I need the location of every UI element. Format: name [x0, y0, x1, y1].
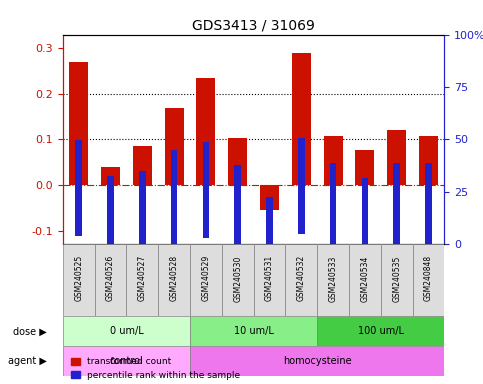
Text: GSM240532: GSM240532 [297, 255, 306, 301]
Title: GDS3413 / 31069: GDS3413 / 31069 [192, 18, 315, 32]
Bar [330, 163, 336, 259]
Text: GSM240534: GSM240534 [360, 255, 369, 301]
FancyBboxPatch shape [63, 346, 190, 376]
Bar [355, 149, 374, 185]
Text: GSM240535: GSM240535 [392, 255, 401, 301]
Bar [387, 130, 406, 185]
Bar [228, 138, 247, 185]
Bar [75, 140, 82, 236]
FancyBboxPatch shape [349, 244, 381, 316]
Bar [393, 163, 400, 259]
FancyBboxPatch shape [190, 346, 444, 376]
FancyBboxPatch shape [190, 244, 222, 316]
Bar [425, 163, 432, 259]
Bar [362, 178, 368, 273]
Text: GSM240529: GSM240529 [201, 255, 211, 301]
Bar [324, 136, 342, 185]
Text: agent ▶: agent ▶ [8, 356, 47, 366]
FancyBboxPatch shape [254, 244, 285, 316]
Text: GSM240533: GSM240533 [328, 255, 338, 301]
Text: GSM240531: GSM240531 [265, 255, 274, 301]
Text: GSM240525: GSM240525 [74, 255, 83, 301]
Bar [171, 151, 177, 246]
Text: GSM240527: GSM240527 [138, 255, 147, 301]
Bar [133, 146, 152, 185]
Text: 100 um/L: 100 um/L [358, 326, 404, 336]
Text: GSM240526: GSM240526 [106, 255, 115, 301]
FancyBboxPatch shape [381, 244, 412, 316]
Text: GSM240848: GSM240848 [424, 255, 433, 301]
Bar [196, 78, 215, 185]
Text: control: control [110, 356, 143, 366]
Text: 0 um/L: 0 um/L [110, 326, 143, 336]
Bar [419, 136, 438, 185]
FancyBboxPatch shape [158, 244, 190, 316]
Bar [266, 197, 273, 292]
FancyBboxPatch shape [412, 244, 444, 316]
FancyBboxPatch shape [317, 244, 349, 316]
Legend: transformed count, percentile rank within the sample: transformed count, percentile rank withi… [67, 354, 244, 383]
Bar [165, 108, 184, 185]
FancyBboxPatch shape [222, 244, 254, 316]
Bar [298, 138, 305, 233]
Text: GSM240528: GSM240528 [170, 255, 179, 301]
Text: 10 um/L: 10 um/L [234, 326, 273, 336]
Bar [107, 175, 114, 271]
Bar [260, 185, 279, 210]
FancyBboxPatch shape [285, 244, 317, 316]
Bar [202, 142, 209, 238]
Text: homocysteine: homocysteine [283, 356, 352, 366]
Bar [139, 171, 145, 267]
Bar [69, 62, 88, 185]
FancyBboxPatch shape [63, 244, 95, 316]
FancyBboxPatch shape [317, 316, 444, 346]
FancyBboxPatch shape [63, 316, 190, 346]
Bar [101, 167, 120, 185]
FancyBboxPatch shape [127, 244, 158, 316]
FancyBboxPatch shape [95, 244, 127, 316]
Text: GSM240530: GSM240530 [233, 255, 242, 301]
Bar [234, 165, 241, 261]
FancyBboxPatch shape [190, 316, 317, 346]
Text: dose ▶: dose ▶ [13, 326, 47, 336]
Bar [292, 53, 311, 185]
